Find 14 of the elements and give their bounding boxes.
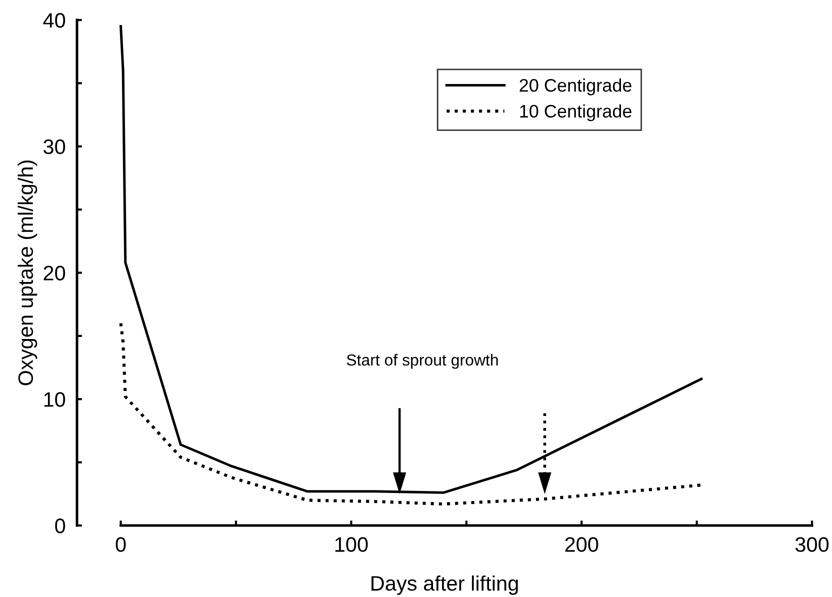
y-tick-label: 20 — [44, 266, 66, 281]
x-axis-title: Days after lifting — [372, 575, 518, 595]
y-axis-title: Oxygen uptake (ml/kg/h) — [18, 160, 38, 386]
legend-label: 10 Centigrade — [520, 104, 632, 122]
y-tick-label: 0 — [55, 518, 66, 534]
x-tick-label: 300 — [795, 537, 829, 552]
x-tick-label: 200 — [565, 537, 598, 552]
y-tick-label: 30 — [44, 139, 66, 154]
y-tick-label: 10 — [44, 392, 66, 407]
y-tick-label: 40 — [43, 13, 66, 28]
x-tick-label: 0 — [116, 537, 126, 552]
legend-label: 20 Centigrade — [520, 78, 632, 96]
annotation: Start of sprout growth — [346, 354, 498, 369]
x-tick-label: 100 — [335, 537, 368, 552]
